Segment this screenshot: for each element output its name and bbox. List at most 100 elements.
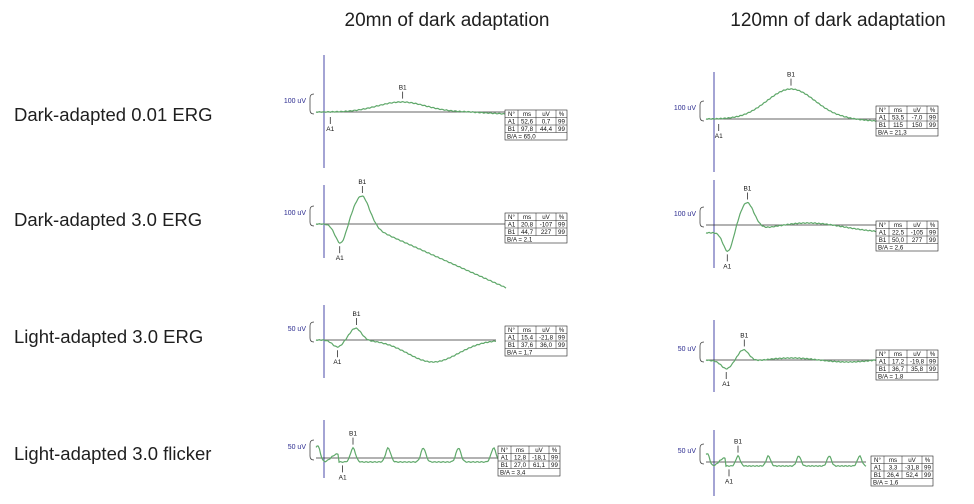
ba-ratio: B/A = 1,7 xyxy=(507,349,533,356)
scale-label: 50 uV xyxy=(288,444,307,451)
a1-marker-label: A1 xyxy=(333,359,341,366)
row-label-dark-0-01: Dark-adapted 0.01 ERG xyxy=(14,104,212,125)
table-cell: A1 xyxy=(508,334,516,341)
scale-label: 50 uV xyxy=(288,326,307,333)
erg-trace xyxy=(705,88,877,122)
table-cell: A1 xyxy=(501,454,509,461)
table-header-cell: ms xyxy=(523,111,531,118)
erg-trace xyxy=(315,100,507,115)
table-cell: B1 xyxy=(874,472,882,479)
table-cell: 99 xyxy=(558,126,565,133)
table-cell: 26,4 xyxy=(887,472,900,479)
table-cell: 99 xyxy=(929,114,936,121)
table-header-cell: % xyxy=(559,327,565,334)
table-cell: B1 xyxy=(879,237,887,244)
erg-trace xyxy=(315,195,507,289)
table-cell: 12,8 xyxy=(514,454,527,461)
table-cell: A1 xyxy=(508,221,516,228)
table-cell: 99 xyxy=(558,118,565,125)
table-cell: A1 xyxy=(879,358,887,365)
scale-bar xyxy=(309,93,315,115)
measurement-table: N° ms uV % A1 17,2 -19,8 99 B1 36,7 35,8 99 B/A = 1,… xyxy=(875,349,939,381)
table-cell: -21,8 xyxy=(539,334,554,341)
b1-marker-label: B1 xyxy=(353,311,361,318)
row-label-light-flicker: Light-adapted 3.0 flicker xyxy=(14,443,211,464)
b1-marker-label: B1 xyxy=(349,431,357,438)
table-cell: -105 xyxy=(911,229,924,236)
table-cell: 35,8 xyxy=(911,366,924,373)
measurement-table: N° ms uV % A1 52,6 0,7 99 B1 97,8 44,4 99 B/A = 65,0 xyxy=(504,109,568,140)
erg-trace xyxy=(705,201,877,253)
table-cell: 97,8 xyxy=(521,126,534,133)
table-cell: 52,4 xyxy=(906,472,919,479)
table-header-cell: ms xyxy=(894,351,902,358)
a1-marker-label: A1 xyxy=(715,133,723,140)
erg-trace xyxy=(705,348,877,370)
scale-bar xyxy=(309,439,315,461)
table-cell: A1 xyxy=(879,114,887,121)
ba-ratio: B/A = 1,8 xyxy=(878,373,904,380)
table-cell: A1 xyxy=(874,464,882,471)
table-header-cell: uV xyxy=(913,351,921,358)
table-cell: 37,6 xyxy=(521,342,534,349)
table-header-cell: % xyxy=(559,214,565,221)
table-header-cell: ms xyxy=(889,457,897,464)
table-cell: 227 xyxy=(541,229,552,236)
table-cell: 99 xyxy=(929,122,936,129)
table-header-cell: N° xyxy=(879,351,886,358)
scale-bar xyxy=(309,321,315,343)
b1-marker-label: B1 xyxy=(743,186,751,193)
scale-label: 100 uV xyxy=(674,105,697,112)
table-header-cell: N° xyxy=(874,457,881,464)
table-cell: 277 xyxy=(912,237,923,244)
a1-marker-label: A1 xyxy=(339,474,347,481)
b1-marker-label: B1 xyxy=(399,85,407,92)
table-cell: 0,7 xyxy=(542,118,551,125)
table-cell: 36,7 xyxy=(892,366,905,373)
table-cell: 99 xyxy=(924,472,931,479)
a1-marker-label: A1 xyxy=(723,263,731,270)
table-cell: A1 xyxy=(879,229,887,236)
scale-bar xyxy=(699,443,705,465)
ba-ratio: B/A = 65,0 xyxy=(507,133,536,140)
table-header-cell: ms xyxy=(523,327,531,334)
a1-marker-label: A1 xyxy=(725,478,733,485)
row-label-light-3-0: Light-adapted 3.0 ERG xyxy=(14,326,203,347)
table-cell: 99 xyxy=(558,342,565,349)
table-cell: 99 xyxy=(929,358,936,365)
table-cell: 99 xyxy=(551,462,558,469)
table-cell: 99 xyxy=(558,229,565,236)
table-cell: 99 xyxy=(929,229,936,236)
table-header-cell: % xyxy=(930,222,936,229)
measurement-table: N° ms uV % A1 12,8 -18,1 99 B1 27,0 61,1 99 B/A = 3,… xyxy=(497,445,561,477)
table-header-cell: % xyxy=(925,457,931,464)
b1-marker-label: B1 xyxy=(787,72,795,79)
table-cell: B1 xyxy=(508,342,516,349)
a1-marker-label: A1 xyxy=(326,126,334,133)
scale-label: 50 uV xyxy=(678,448,697,455)
table-header-cell: ms xyxy=(516,447,524,454)
table-header-cell: ms xyxy=(894,107,902,114)
table-cell: 27,0 xyxy=(514,462,527,469)
table-header-cell: uV xyxy=(908,457,916,464)
row-label-dark-3-0: Dark-adapted 3.0 ERG xyxy=(14,209,202,230)
table-cell: 20,8 xyxy=(521,221,534,228)
scale-label: 100 uV xyxy=(284,210,307,217)
measurement-table: N° ms uV % A1 3,3 -31,8 99 B1 26,4 52,4 99 B/A = 1,6 xyxy=(870,455,934,487)
a1-marker-label: A1 xyxy=(722,381,730,388)
table-cell: -19,8 xyxy=(910,358,925,365)
ba-ratio: B/A = 2,1 xyxy=(507,236,533,243)
erg-trace xyxy=(315,445,502,464)
table-cell: 99 xyxy=(558,221,565,228)
table-cell: 61,1 xyxy=(533,462,546,469)
table-header-cell: N° xyxy=(879,107,886,114)
table-cell: A1 xyxy=(508,118,516,125)
table-header-cell: uV xyxy=(535,447,543,454)
table-cell: -7,0 xyxy=(912,114,923,121)
table-header-cell: uV xyxy=(913,107,921,114)
table-header-cell: ms xyxy=(523,214,531,221)
